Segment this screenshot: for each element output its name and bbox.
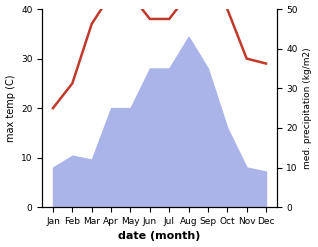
X-axis label: date (month): date (month) [118,231,201,242]
Y-axis label: max temp (C): max temp (C) [5,74,16,142]
Y-axis label: med. precipitation (kg/m2): med. precipitation (kg/m2) [303,47,313,169]
